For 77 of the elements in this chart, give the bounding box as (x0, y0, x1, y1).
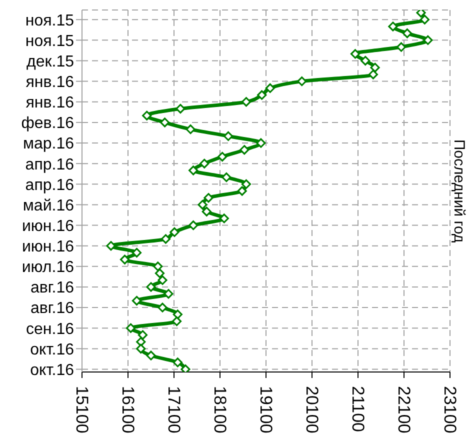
point (172, 310, 182, 320)
point (204, 193, 214, 203)
point (200, 158, 210, 168)
point (396, 42, 406, 52)
point (257, 90, 267, 100)
y-tick-label: июл.16 (22, 259, 74, 276)
x-tick-label: 19100 (256, 386, 276, 434)
y-tick-label: окт.16 (30, 341, 74, 358)
y-tick-label: авг.16 (30, 280, 74, 297)
point (132, 248, 142, 258)
point (158, 302, 168, 312)
point (423, 35, 433, 45)
x-tick-label: 17100 (164, 386, 184, 434)
point (160, 234, 171, 244)
point (126, 323, 136, 333)
point (146, 350, 156, 360)
point (164, 289, 174, 299)
point (172, 358, 182, 368)
x-tick-label: 21100 (348, 386, 368, 432)
point (265, 83, 275, 93)
point (402, 28, 412, 38)
y-tick-label: фев.16 (21, 115, 74, 132)
point (160, 118, 170, 128)
y-tick-label: май.16 (22, 197, 74, 214)
point (218, 152, 228, 162)
point (153, 262, 163, 272)
point (237, 186, 247, 196)
point (388, 22, 398, 32)
y-tick-label: июн.16 (22, 238, 74, 256)
y-tick-label: ноя.15 (25, 12, 74, 30)
y-tick-label: дек.15 (26, 53, 74, 70)
point (176, 104, 186, 114)
y-tick-label: янв.16 (26, 94, 74, 112)
y-tick-label: апр.16 (25, 176, 74, 194)
point (360, 56, 370, 66)
y-tick-label: авг.16 (30, 300, 74, 318)
point (420, 14, 430, 24)
x-tick-label: 22100 (394, 386, 414, 434)
point (188, 220, 198, 230)
y-tick-label: янв.16 (26, 74, 74, 91)
point (241, 179, 252, 189)
x-tick-label: 16100 (118, 386, 138, 434)
y-tick-label: ноя.15 (25, 32, 74, 50)
point (297, 76, 307, 86)
text: Последний год (450, 139, 468, 243)
point (198, 200, 208, 210)
point (158, 275, 168, 285)
x-tick-label: 15100 (72, 386, 92, 434)
point (186, 124, 196, 134)
point (188, 166, 198, 176)
point (219, 214, 229, 224)
y-tick-label: мар.16 (22, 136, 74, 153)
point (202, 206, 212, 216)
point (170, 227, 180, 237)
point (136, 344, 146, 354)
point (142, 110, 152, 120)
x-tick-label: 18100 (210, 386, 230, 434)
point (256, 138, 266, 148)
point (154, 268, 165, 278)
y-tick-label: апр.16 (25, 156, 74, 174)
point (132, 296, 142, 306)
x-tick-label: 23100 (440, 386, 460, 434)
point (222, 172, 232, 182)
point (241, 97, 252, 107)
point (223, 131, 234, 141)
point (120, 254, 130, 264)
point (350, 49, 360, 59)
point (370, 62, 380, 72)
point (138, 330, 148, 340)
point (146, 282, 156, 292)
y-tick-label: окт.16 (30, 362, 74, 379)
point (240, 145, 250, 155)
x-tick-label: 20100 (302, 386, 322, 434)
point (172, 316, 182, 326)
point (368, 70, 378, 80)
y-tick-label: июн.16 (22, 218, 74, 235)
y-tick-label: сен.16 (26, 320, 74, 338)
